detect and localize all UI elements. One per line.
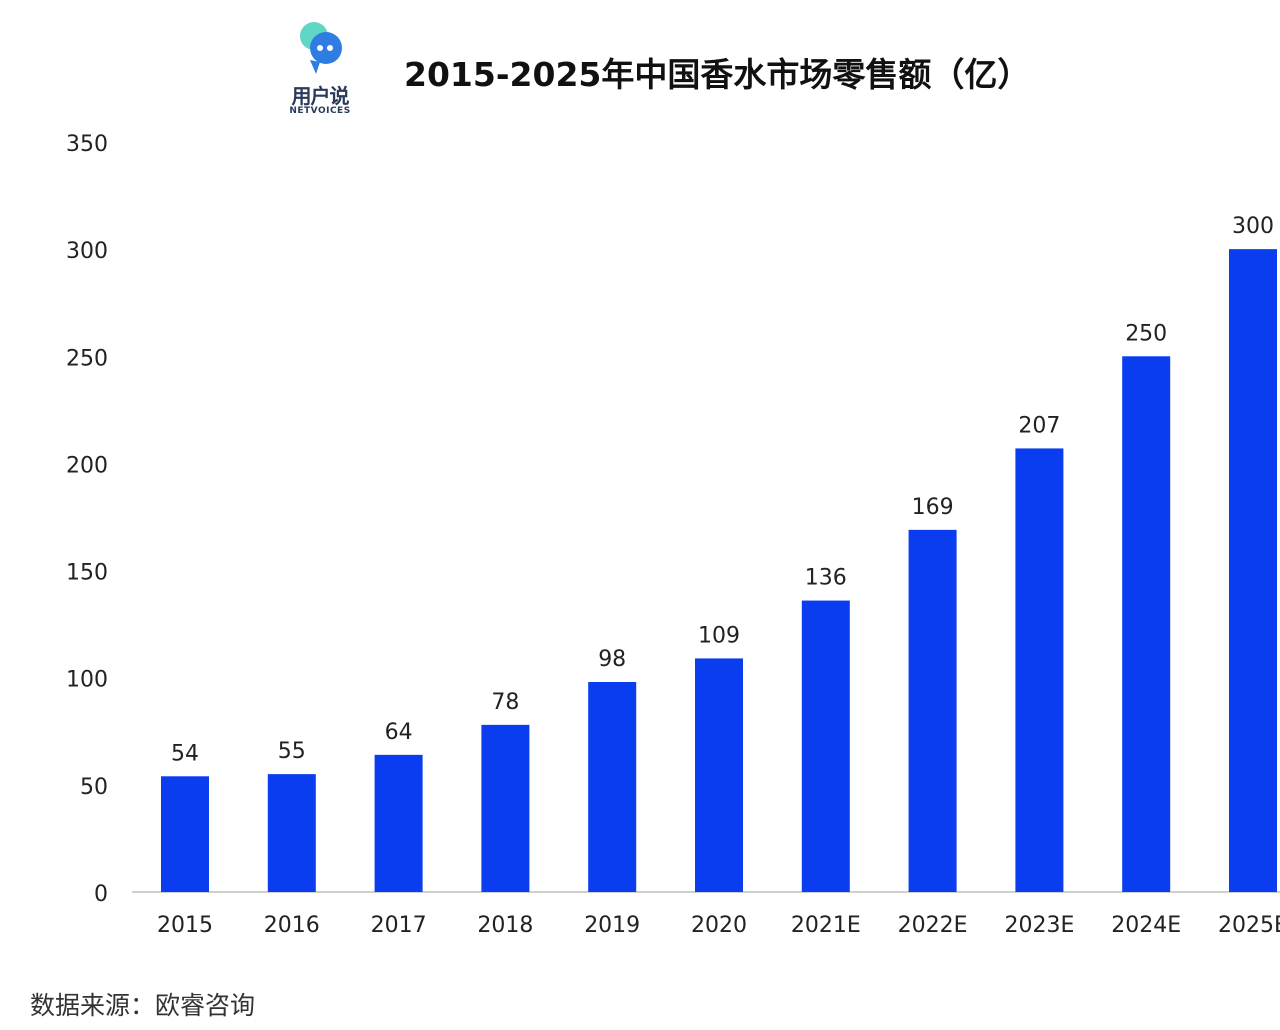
bar [267, 774, 316, 892]
bar [588, 682, 637, 892]
data-label: 169 [912, 495, 954, 520]
x-tick-label: 2025E [1218, 913, 1280, 938]
bar [481, 724, 530, 892]
y-tick-label: 300 [66, 239, 108, 264]
x-tick-label: 2022E [898, 913, 968, 938]
bar [695, 658, 743, 892]
y-tick-label: 350 [66, 132, 108, 157]
logo-subtitle: NETVOICES [289, 106, 351, 116]
data-label: 54 [171, 741, 199, 766]
bar [801, 600, 850, 892]
x-tick-label: 2018 [477, 913, 533, 938]
x-tick-label: 2016 [264, 913, 320, 938]
y-tick-label: 100 [66, 668, 108, 693]
y-tick-label: 50 [80, 775, 108, 800]
x-tick-label: 2024E [1111, 913, 1181, 938]
chart-title: 2015-2025年中国香水市场零售额（亿） [404, 55, 1031, 94]
bar [374, 754, 423, 892]
logo-name: 用户说 [291, 84, 350, 108]
data-label: 250 [1125, 321, 1167, 346]
x-tick-label: 2019 [584, 913, 640, 938]
data-source-note: 数据来源：欧睿咨询 [30, 991, 256, 1020]
data-label: 136 [805, 566, 847, 591]
data-label: 64 [385, 720, 413, 745]
y-tick-label: 200 [66, 453, 108, 478]
bar [908, 529, 957, 892]
brand-logo: 用户说 NETVOICES [278, 18, 362, 122]
logo-mark-icon [300, 22, 342, 74]
y-tick-label: 250 [66, 346, 108, 371]
bar [1015, 448, 1064, 892]
bar [1229, 249, 1277, 893]
data-label: 300 [1232, 214, 1274, 239]
y-tick-label: 0 [94, 882, 108, 907]
bar [161, 776, 209, 892]
x-tick-label: 2017 [371, 913, 427, 938]
y-tick-label: 150 [66, 561, 108, 586]
data-label: 55 [278, 739, 306, 764]
bar [1122, 356, 1171, 892]
x-tick-label: 2023E [1004, 913, 1074, 938]
data-label: 109 [698, 623, 740, 648]
data-label: 207 [1018, 413, 1060, 438]
data-label: 78 [491, 690, 519, 715]
data-label: 98 [598, 647, 626, 672]
x-tick-label: 2015 [157, 913, 213, 938]
bar-chart: 0 50 100 150 200 250 300 350 54 2015 55 2016 64 2017 7… [66, 132, 1280, 938]
x-tick-label: 2021E [791, 913, 861, 938]
x-tick-label: 2020 [691, 913, 747, 938]
